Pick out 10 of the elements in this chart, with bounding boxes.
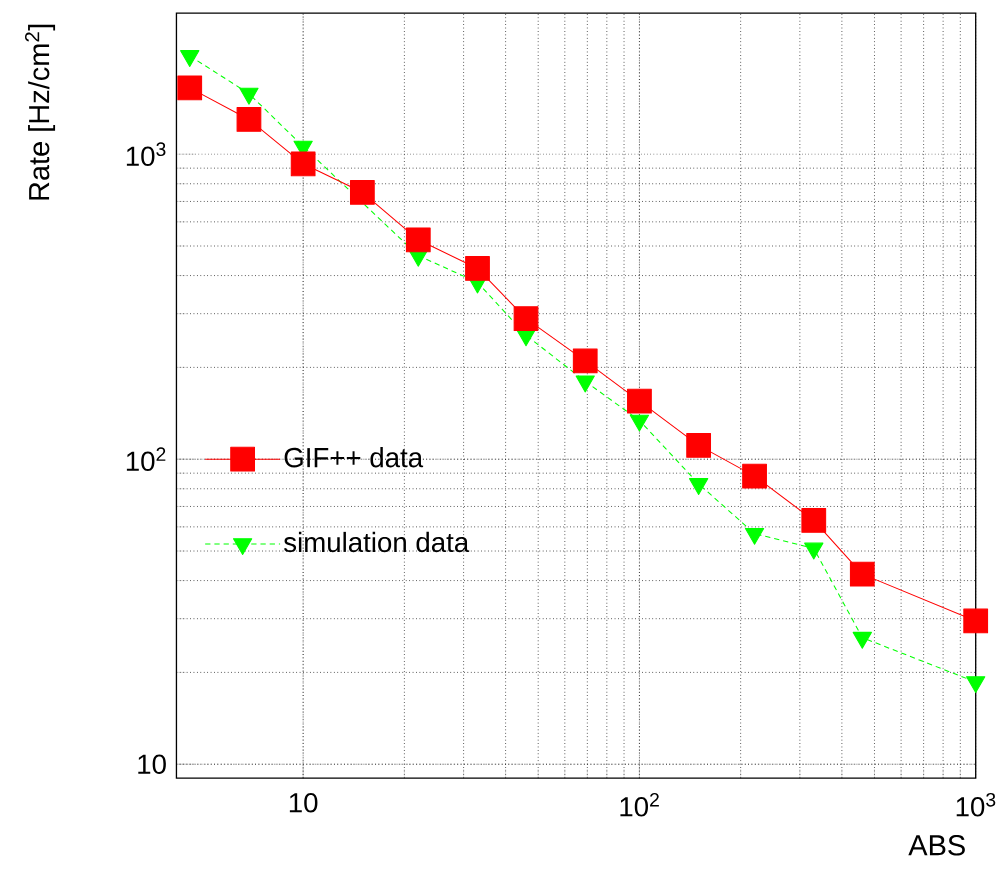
y-tick-label: 10$^{2}$ <box>126 447 166 472</box>
x-axis-title: ABS <box>908 835 965 856</box>
x-tick-label: 10$^{3}$ <box>956 792 996 817</box>
legend-label: GIF++ data <box>284 447 424 468</box>
x-tick-label: 10 <box>289 792 318 813</box>
y-axis-title: Rate [Hz/cm$^{2}$] <box>24 24 56 200</box>
legend-label: simulation data <box>284 531 470 553</box>
y-tick-label: 10$^{3}$ <box>126 142 166 167</box>
x-tick-label: 10$^{2}$ <box>620 792 659 817</box>
y-tick-label: 10 <box>138 754 166 775</box>
